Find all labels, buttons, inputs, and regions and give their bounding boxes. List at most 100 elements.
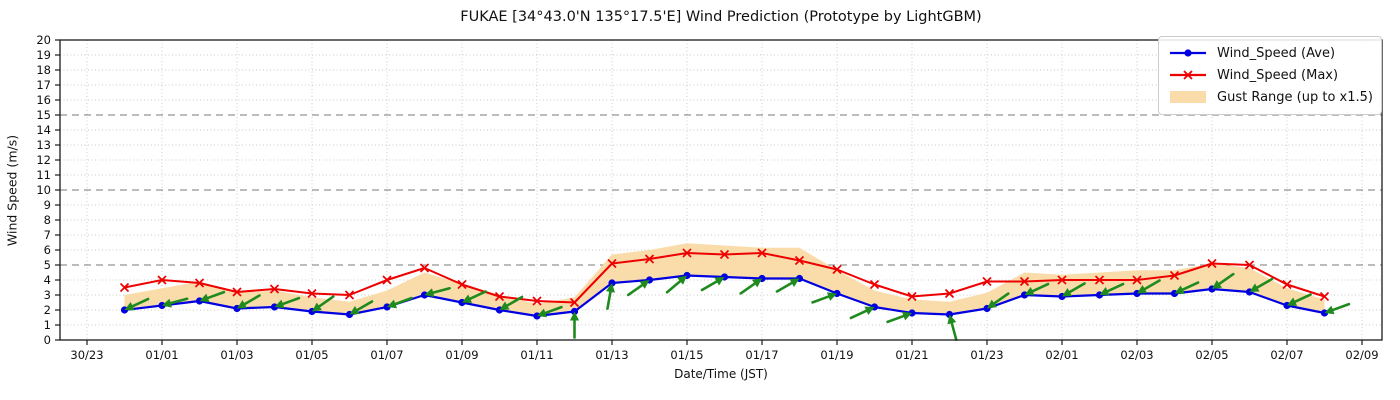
wind-arrow-shaft [993,292,1010,305]
max-marker [119,282,130,293]
max-marker [232,287,242,297]
wind-arrows [124,272,1351,341]
wind-arrow-head [987,299,998,309]
wind-arrow-head [462,294,473,303]
wind-arrow-head [639,280,650,289]
x-tick-label: 01/13 [595,348,628,362]
wind-arrow-head [826,292,837,301]
wind-arrow-shaft [131,297,150,308]
legend: Wind_Speed (Ave) Wind_Speed (Max) Gust R… [1158,36,1382,115]
y-tick-label: 3 [44,288,51,302]
legend-item-ave: Wind_Speed (Ave) [1167,42,1373,64]
wind-arrow-head [1174,285,1185,294]
wind-arrow-head [124,302,135,311]
x-tick-label: 01/01 [145,348,178,362]
wind-arrow-head [349,306,360,315]
max-marker [269,284,280,294]
y-tick-label: 2 [44,303,51,317]
wind-arrow-head [751,278,762,288]
y-tick-label: 16 [36,93,51,107]
wind-arrow-shaft [606,290,612,310]
max-marker [944,288,955,299]
wind-arrow-shaft [169,297,189,305]
y-tick-label: 5 [44,258,51,272]
wind-arrow-shaft [1143,279,1161,291]
max-marker [1094,275,1105,285]
y-tick-label: 11 [36,168,51,182]
x-tick-label: 02/03 [1120,348,1153,362]
y-tick-label: 8 [44,213,51,227]
x-tick-label: 30/23 [70,348,103,362]
wind-arrow-shaft [206,290,226,300]
x-tick-label: 01/11 [520,348,553,362]
x-tick-label: 01/23 [970,348,1003,362]
x-tick-label: 01/09 [445,348,478,362]
wind-arrow-shaft [1218,272,1235,286]
y-axis-label: Wind Speed (m/s) [4,134,20,247]
y-tick-label: 0 [44,333,51,347]
max-marker [307,288,317,299]
wind-arrow-head [199,293,210,303]
wind-arrow-head [1062,288,1073,297]
max-marker [532,296,542,306]
legend-max-label: Wind_Speed (Max) [1217,67,1339,83]
wind-arrow-shaft [243,294,261,306]
wind-arrow-shaft [1031,282,1050,293]
wind-arrow-head [237,300,248,309]
wind-arrow-shaft [626,283,644,297]
wind-arrow-head [1287,297,1298,306]
max-marker [832,264,842,275]
wind-arrow-shaft [544,305,563,315]
wind-arrow-shaft [468,290,487,300]
wind-arrow-head [901,311,912,321]
x-tick-label: 01/19 [820,348,853,362]
wind-arrow-head [1249,283,1260,292]
y-tick-label: 18 [36,63,51,77]
max-marker [794,255,805,266]
max-marker [569,297,580,308]
wind-arrow-shaft [281,296,301,306]
wind-arrow-head [1099,287,1110,296]
max-marker [419,263,430,273]
legend-item-max: Wind_Speed (Max) [1167,64,1373,86]
y-tick-label: 17 [36,78,51,92]
x-tick-label: 01/03 [220,348,253,362]
wind-arrow-head [677,275,687,285]
max-marker [607,258,617,269]
x-tick-label: 01/07 [370,348,403,362]
max-marker [1282,279,1292,290]
wind-arrow-shaft [505,295,524,307]
x-tick-label: 02/09 [1345,348,1378,362]
max-marker [382,275,392,285]
wind-arrow-head [569,311,580,321]
x-axis-ticks: 30/23 01/01 01/03 01/05 01/07 01/09 01/11 01/13… [70,340,1379,362]
max-marker [757,248,767,258]
max-marker [1169,270,1180,281]
x-tick-label: 01/15 [670,348,703,362]
max-marker [1019,276,1030,287]
wind-arrow-head [424,288,435,298]
wind-arrow-head [1024,287,1035,296]
wind-arrow-shaft [1181,281,1200,291]
wind-arrow-shaft [811,295,830,304]
x-axis-label: Date/Time (JST) [674,367,768,381]
wind-arrow-shaft [700,280,719,292]
x-tick-label: 01/17 [745,348,778,362]
max-line-series [119,248,1330,308]
wind-arrow-head [1137,285,1148,294]
max-marker [1244,260,1255,270]
max-marker [344,290,355,300]
wind-arrow-shaft [849,309,868,320]
wind-arrow-head [1212,280,1223,289]
max-marker [457,279,467,290]
legend-max-marker [1170,70,1206,80]
wind-arrow-head [947,314,957,325]
wind-arrow-shaft [665,279,682,294]
y-tick-label: 19 [36,48,51,62]
max-marker [682,248,692,258]
max-marker [1132,275,1142,285]
legend-ave-label: Wind_Speed (Ave) [1217,45,1336,61]
x-tick-label: 02/05 [1195,348,1228,362]
legend-gust-swatch [1170,91,1206,103]
